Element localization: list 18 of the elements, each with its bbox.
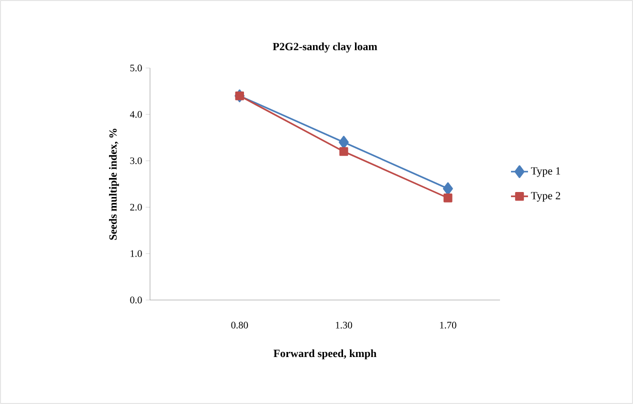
chart-title: P2G2-sandy clay loam <box>272 42 378 52</box>
point <box>338 136 349 149</box>
y-tick-label: 3.0 <box>130 157 142 164</box>
y-tick-label: 5.0 <box>130 64 142 72</box>
point <box>442 182 453 196</box>
legend-label: Type 2 <box>531 192 560 202</box>
y-tick-label: 4.0 <box>130 111 142 118</box>
y-tick-label: 2.0 <box>130 204 142 211</box>
point <box>339 147 348 156</box>
x-tick-label: 0.80 <box>231 322 248 329</box>
point <box>444 194 452 202</box>
y-tick-label: 1.0 <box>130 250 142 257</box>
x-tick-label: 1.70 <box>440 322 456 329</box>
y-tick-label: 0.0 <box>130 296 142 304</box>
x-tick-label: 1.30 <box>336 322 352 329</box>
legend-label: Type 1 <box>531 167 560 177</box>
x-axis-title: Forward speed, kmph <box>274 349 376 360</box>
y-axis-title: Seeds multiple index, % <box>109 128 119 240</box>
